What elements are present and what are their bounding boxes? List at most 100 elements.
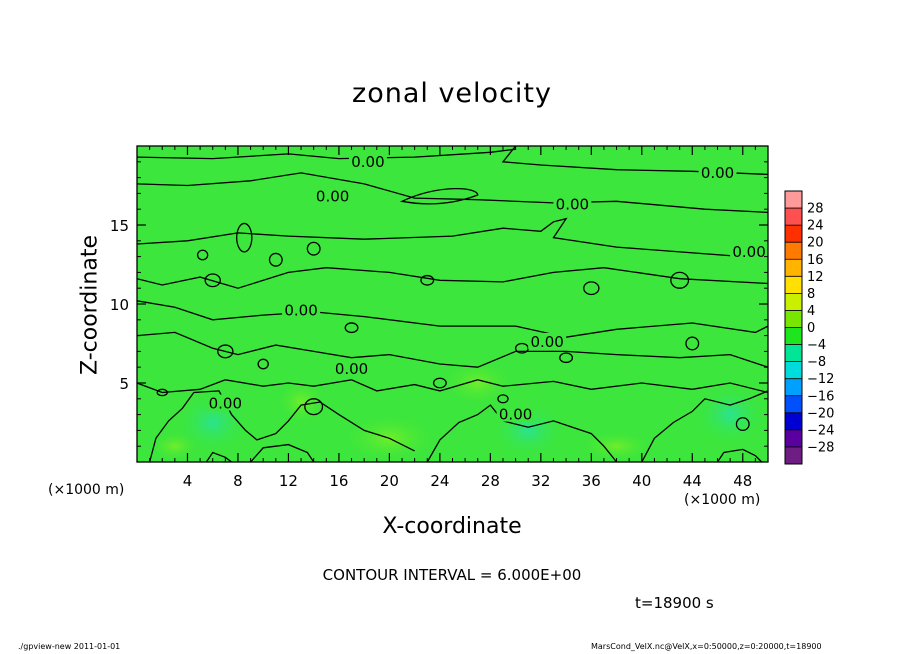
contour-label: 0.00 <box>335 360 368 378</box>
colorbar-label: −16 <box>807 389 834 404</box>
contour-label-backing <box>553 195 592 212</box>
contour-loop <box>268 252 283 267</box>
x-tick-label: 44 <box>683 472 702 490</box>
x-tick-label: 28 <box>481 472 500 490</box>
y-ticks: 5 10 15 <box>110 161 768 447</box>
contour-label-backing <box>348 152 387 169</box>
contour-loop <box>196 249 209 261</box>
contour-label-backing <box>313 187 352 204</box>
colorbar-label: −8 <box>807 355 826 370</box>
contour-loop <box>306 241 321 256</box>
contour-label-backing <box>206 394 245 411</box>
contour-loop <box>236 222 253 253</box>
contour-line <box>250 443 315 462</box>
contour-label: 0.00 <box>284 301 317 319</box>
contour-loop <box>583 281 600 296</box>
colorbar-swatch <box>785 276 802 294</box>
colorbar-label: 0 <box>807 321 815 336</box>
colorbar-swatch <box>785 242 802 260</box>
colorbar-label: 8 <box>807 287 815 302</box>
contour-loop <box>156 388 168 397</box>
contour-label-backing <box>698 163 737 180</box>
colorbar-label: −28 <box>807 440 834 455</box>
contour-line <box>137 172 768 214</box>
colorbar-label: 4 <box>807 304 815 319</box>
contour-line <box>137 300 768 338</box>
colorbar-swatch <box>785 429 802 448</box>
colorbar-swatch <box>785 259 802 277</box>
contour-loop <box>257 358 269 370</box>
colorbar-swatch <box>785 225 802 243</box>
colorbar-swatch <box>785 293 802 311</box>
colorbar-label: 16 <box>807 253 824 268</box>
x-tick-label: 4 <box>183 472 193 490</box>
colorbar-swatch <box>785 446 802 465</box>
colorbar-label: 12 <box>807 270 824 285</box>
field-blob <box>149 430 201 462</box>
x-unit-label-left: (×1000 m) <box>48 482 125 498</box>
contour-loop <box>497 394 509 404</box>
contour-loop <box>559 352 574 364</box>
colorbar-swatch <box>785 208 802 226</box>
x-tick-label: 24 <box>430 472 449 490</box>
contour-loop <box>685 336 700 351</box>
x-axis-label: X-coordinate <box>382 514 522 539</box>
colorbar-label: 28 <box>807 202 824 217</box>
contour-line <box>137 217 768 258</box>
contour-line <box>426 404 618 462</box>
contour-line <box>137 267 768 289</box>
colorbar-label: −20 <box>807 406 834 421</box>
field-blob <box>338 413 440 462</box>
contour-label-backing <box>730 242 769 259</box>
colorbar-swatch <box>785 310 802 328</box>
contour-loop <box>432 377 447 389</box>
x-tick-label: 20 <box>380 472 399 490</box>
x-tick-label: 48 <box>733 472 752 490</box>
contour-label-backing <box>332 359 371 376</box>
x-tick-label: 32 <box>531 472 550 490</box>
field-blob <box>578 430 655 462</box>
contour-label: 0.00 <box>351 153 384 171</box>
chart-title: zonal velocity <box>352 78 552 109</box>
x-unit-label-right: (×1000 m) <box>684 492 761 508</box>
contour-label: 0.00 <box>499 406 532 424</box>
field-blob <box>692 383 768 447</box>
contour-loop <box>735 417 750 432</box>
contour-labels: 0.000.000.00 0.000.000.000.000.000.000.00 <box>206 152 769 424</box>
colorbar-swatch <box>785 191 802 209</box>
contour-line <box>205 451 232 462</box>
x-ticks: 4 8 12 16 20 24 28 32 36 40 44 48 <box>149 146 756 490</box>
footer-left-text: ./gpview-new 2011-01-01 <box>18 642 121 651</box>
contour-interval-label: CONTOUR INTERVAL = 6.000E+00 <box>322 566 582 584</box>
colorbar-swatch <box>785 344 802 363</box>
colorbar-label: −4 <box>807 338 826 353</box>
contour-label: 0.00 <box>701 164 734 182</box>
y-tick-label: 15 <box>110 217 129 235</box>
contour-label: 0.00 <box>556 195 589 213</box>
footer-right-text: MarsCond_VelX.nc@VelX,x=0:50000,z=0:2000… <box>591 642 822 651</box>
colorbar-swatch <box>785 378 802 397</box>
contour-label-backing <box>528 332 567 349</box>
x-tick-label: 16 <box>329 472 348 490</box>
contour-label: 0.00 <box>209 395 242 413</box>
y-tick-label: 10 <box>110 296 129 314</box>
contour-line <box>148 390 415 462</box>
colorbar: 28 24 20 16 12 8 4 0 −4 −8 −12 −16 −20 −24 −28 <box>784 190 834 465</box>
colorbar-label: −12 <box>807 372 834 387</box>
colorbar-swatch <box>785 395 802 414</box>
contour-label: 0.00 <box>530 333 563 351</box>
contour-loop <box>399 188 479 205</box>
colorbar-label: 20 <box>807 236 824 251</box>
contour-loop <box>204 273 221 288</box>
time-label: t=18900 s <box>635 594 714 612</box>
colorbar-swatch <box>785 327 802 346</box>
contour-loop <box>304 398 324 416</box>
field-blob <box>439 359 516 407</box>
colorbar-swatch <box>785 412 802 431</box>
contour-loop <box>420 274 435 286</box>
colorbar-label: −24 <box>807 423 834 438</box>
contour-line <box>716 448 763 462</box>
colorbar-label: 24 <box>807 219 824 234</box>
contour-label-backing <box>496 405 535 422</box>
contour-line <box>137 331 768 368</box>
